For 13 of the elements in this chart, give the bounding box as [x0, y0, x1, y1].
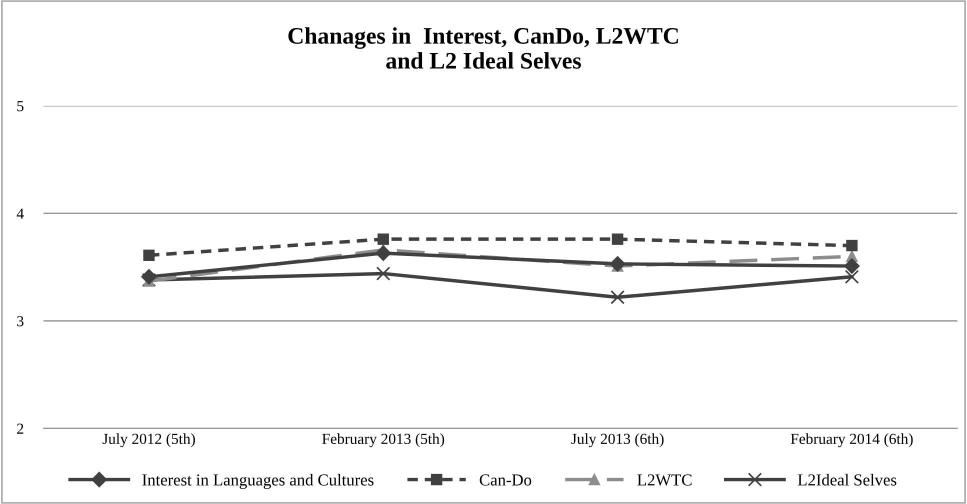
y-tick-label: 4	[16, 208, 24, 219]
x-tick-label: February 2013 (5th)	[322, 433, 444, 448]
x-tick-label: February 2014 (6th)	[790, 433, 913, 448]
legend-label: Can-Do	[480, 474, 532, 486]
x-tick-label: July 2013 (6th)	[571, 433, 664, 448]
legend-label: Interest in Languages and Cultures	[142, 474, 374, 489]
x-tick-label: July 2012 (5th)	[102, 433, 195, 448]
legend-label: L2WTC	[637, 474, 692, 486]
chart-title: Chanages in Interest, CanDo, L2WTC and L2 Ideal Selves	[288, 27, 678, 69]
y-tick-label: 3	[17, 316, 24, 326]
y-tick-label: 5	[17, 101, 24, 112]
legend-label: L2Ideal Selves	[798, 474, 896, 486]
y-tick-label: 2	[17, 424, 24, 434]
